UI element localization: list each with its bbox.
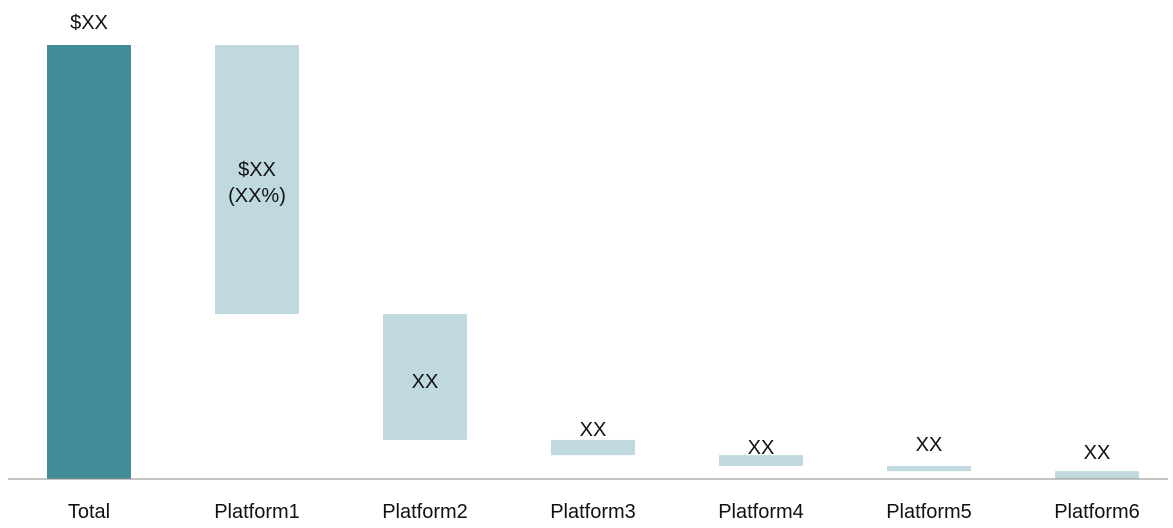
value-label-platform5: XX <box>916 434 943 456</box>
value-labels-layer: $XX $XX (XX%) XX XX XX XX XX <box>70 12 1110 464</box>
bar-platform1 <box>215 45 299 315</box>
value-label-group-platform3: XX <box>580 419 607 441</box>
value-label-group-platform2: XX <box>412 371 439 393</box>
category-label-platform1: Platform1 <box>214 501 300 523</box>
value-label-platform1-1: $XX <box>238 159 276 181</box>
value-label-group-platform1: $XX (XX%) <box>228 159 286 207</box>
value-label-platform6: XX <box>1084 442 1111 464</box>
value-label-group-total: $XX <box>70 12 108 34</box>
category-labels-layer: Total Platform1 Platform2 Platform3 Platform… <box>68 501 1140 523</box>
value-label-platform2: XX <box>412 371 439 393</box>
value-label-group-platform4: XX <box>748 437 775 459</box>
bar-platform6 <box>1055 471 1139 479</box>
category-label-platform3: Platform3 <box>550 501 636 523</box>
category-label-platform4: Platform4 <box>718 501 804 523</box>
bar-platform3 <box>551 439 635 456</box>
value-label-platform1-2: (XX%) <box>228 185 286 207</box>
value-label-group-platform6: XX <box>1084 442 1111 464</box>
bars-layer <box>47 45 1139 479</box>
bar-total <box>47 45 131 479</box>
bar-platform2 <box>383 314 467 440</box>
value-label-total: $XX <box>70 12 108 34</box>
value-label-group-platform5: XX <box>916 434 943 456</box>
bar-platform4 <box>719 455 803 466</box>
category-label-platform6: Platform6 <box>1054 501 1140 523</box>
category-label-platform2: Platform2 <box>382 501 468 523</box>
category-label-platform5: Platform5 <box>886 501 972 523</box>
value-label-platform4: XX <box>748 437 775 459</box>
category-label-total: Total <box>68 501 110 523</box>
bar-platform5 <box>887 465 971 472</box>
value-label-platform3: XX <box>580 419 607 441</box>
